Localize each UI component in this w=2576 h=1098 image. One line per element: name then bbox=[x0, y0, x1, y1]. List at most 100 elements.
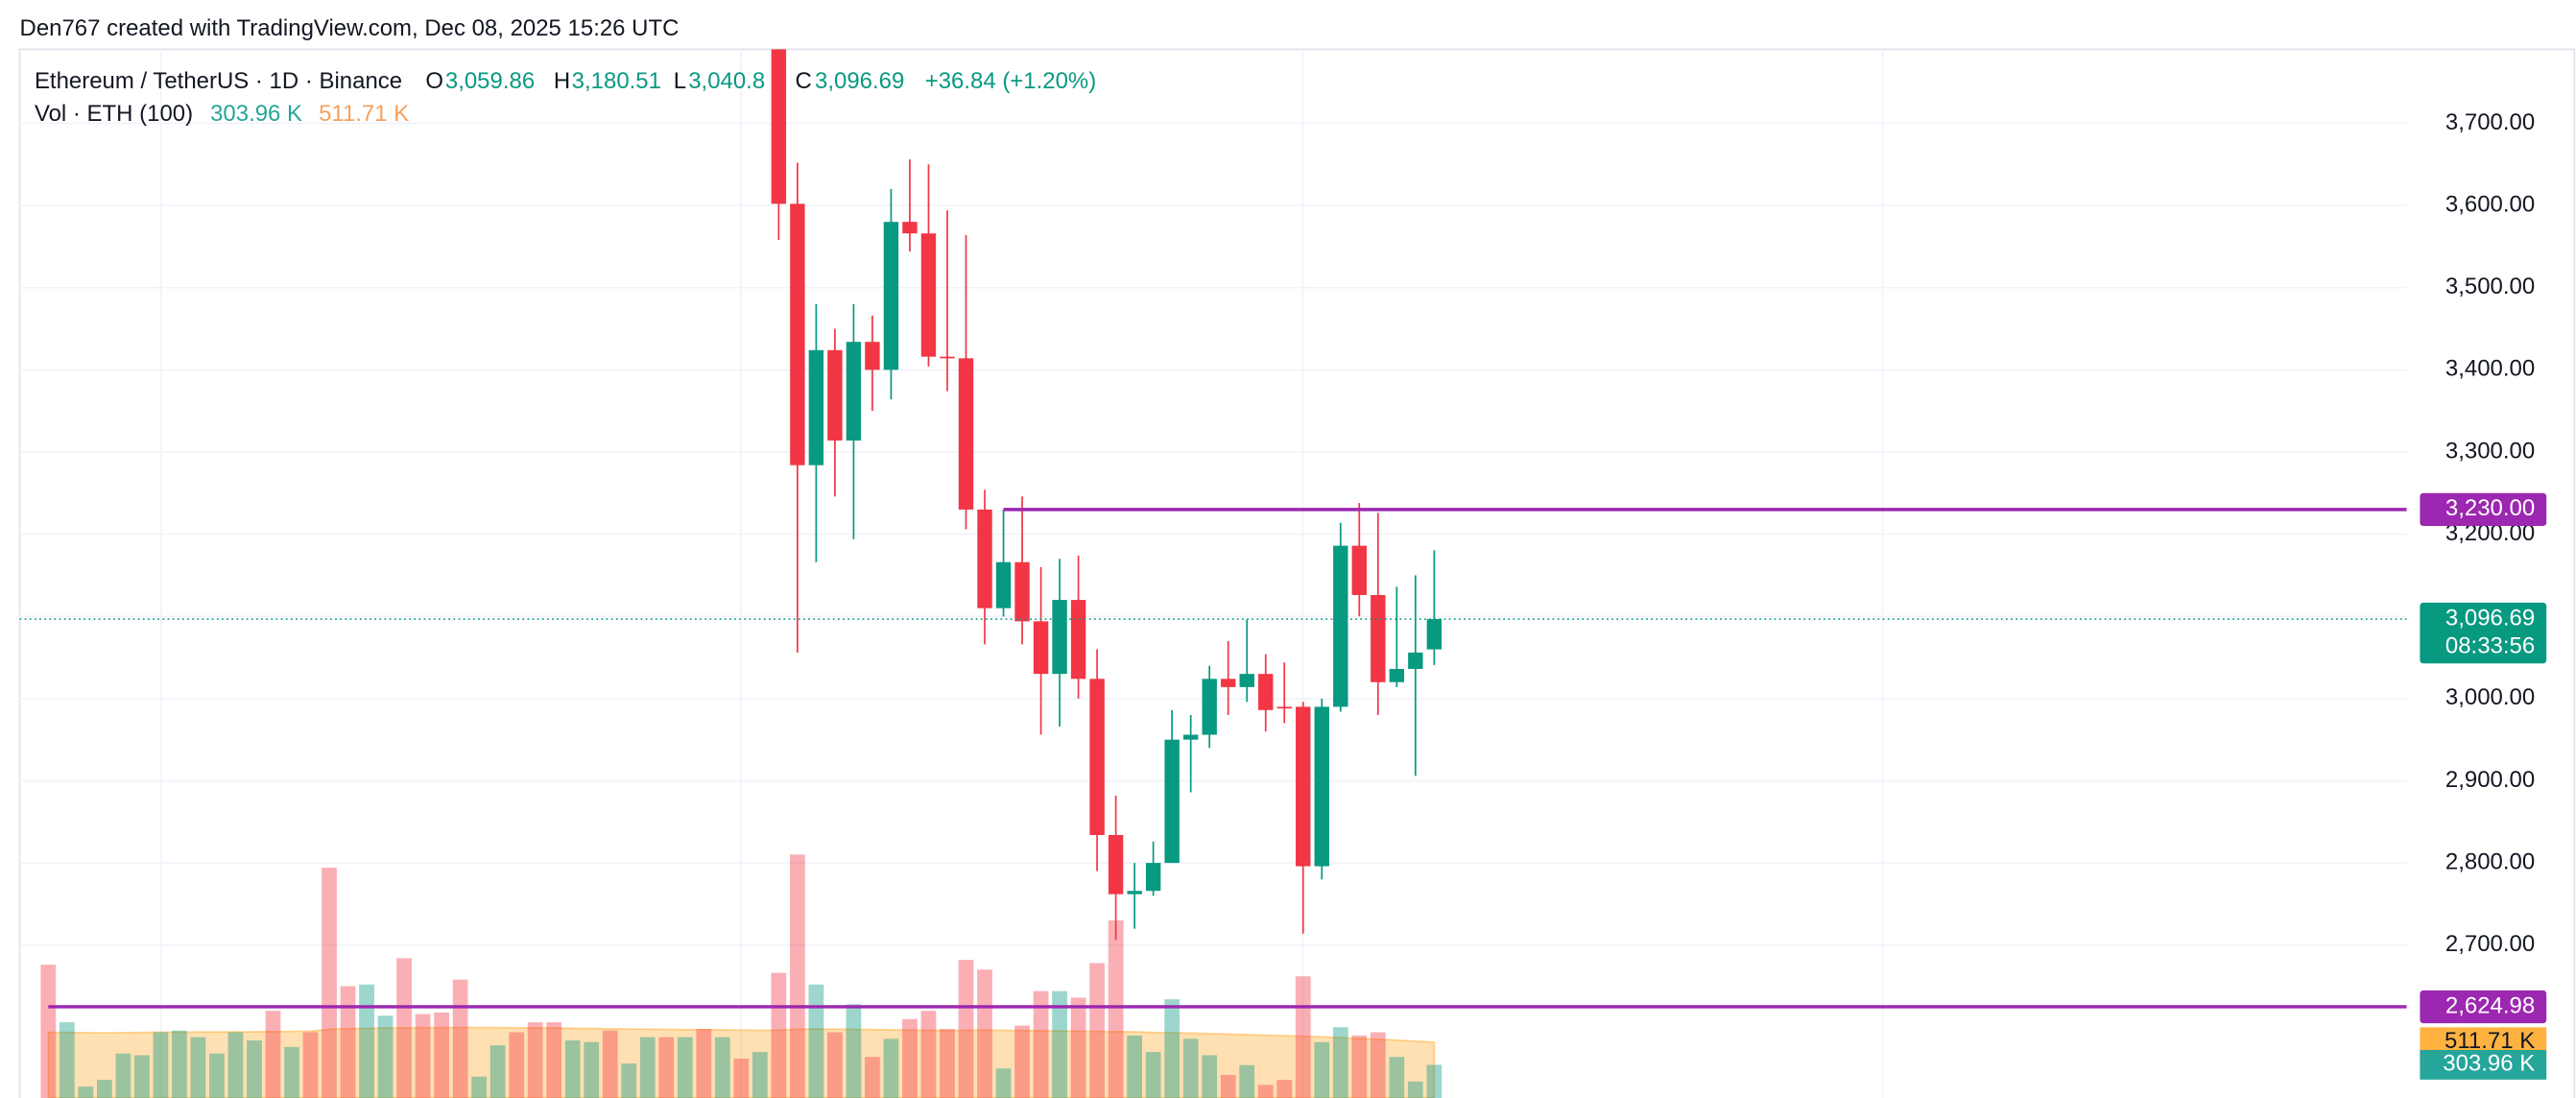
candle-body bbox=[865, 342, 880, 370]
volume-bar bbox=[302, 1032, 319, 1098]
candle-body bbox=[958, 358, 974, 510]
y-tick-label: 3,400.00 bbox=[2445, 356, 2535, 382]
volume-bar bbox=[902, 1018, 918, 1098]
volume-bar bbox=[1127, 1035, 1142, 1098]
volume-bar bbox=[96, 1080, 112, 1098]
volume-bar bbox=[714, 1037, 730, 1098]
volume-bar bbox=[1089, 963, 1105, 1098]
volume-bar bbox=[1182, 1038, 1199, 1098]
volume-bar bbox=[1351, 1035, 1368, 1098]
volume-ma-area bbox=[47, 1026, 1436, 1098]
volume-bar bbox=[359, 984, 374, 1098]
volume-bar bbox=[546, 1022, 562, 1098]
legend-change: +36.84 (+1.20%) bbox=[925, 68, 1097, 94]
volume-bar bbox=[564, 1040, 581, 1098]
volume-bar bbox=[584, 1041, 600, 1098]
candle-body bbox=[995, 561, 1012, 609]
candle-body bbox=[1258, 674, 1274, 710]
volume-bar bbox=[1145, 1051, 1161, 1098]
candle-body bbox=[1351, 545, 1367, 595]
level-label: 3,230.00 bbox=[2445, 495, 2535, 521]
candle-body bbox=[1052, 600, 1067, 675]
candle-body bbox=[1145, 863, 1161, 892]
volume-bar bbox=[265, 1011, 281, 1098]
volume-bar bbox=[434, 1012, 449, 1098]
volume-bar bbox=[340, 986, 356, 1098]
grid bbox=[19, 122, 2407, 946]
y-tick-label: 2,700.00 bbox=[2445, 931, 2535, 957]
volume-bar bbox=[940, 1029, 955, 1098]
volume-axis-label: 303.96 K bbox=[2443, 1051, 2535, 1077]
y-tick-label: 3,600.00 bbox=[2445, 191, 2535, 217]
volume-bar bbox=[1164, 999, 1181, 1098]
volume-bar bbox=[1070, 997, 1086, 1098]
volume-ma-axis-label: 511.71 K bbox=[2445, 1028, 2535, 1054]
legend-value: 3,059.86 bbox=[445, 68, 535, 94]
volume-bar bbox=[1257, 1085, 1274, 1098]
volume-bar bbox=[1108, 919, 1124, 1098]
volume-bar bbox=[1033, 991, 1049, 1098]
last-price-label: 3,096.69 bbox=[2445, 605, 2535, 631]
volume-bar bbox=[59, 1022, 75, 1098]
volume-ma-value: 511.71 K bbox=[319, 101, 409, 127]
y-tick-label: 2,900.00 bbox=[2445, 767, 2535, 793]
volume-bar bbox=[751, 1051, 768, 1098]
candle-body bbox=[1202, 679, 1217, 735]
volume-bar bbox=[1276, 1080, 1293, 1098]
volume-bar bbox=[771, 972, 787, 1098]
credit: Den767 created with TradingView.com, Dec… bbox=[20, 15, 680, 41]
volume-bar bbox=[1220, 1074, 1236, 1098]
level-badge bbox=[2420, 492, 2547, 527]
countdown-label: 08:33:56 bbox=[2445, 633, 2535, 658]
volume-bar bbox=[602, 1030, 618, 1098]
plot bbox=[19, 49, 2407, 1098]
volume-bar bbox=[865, 1057, 880, 1098]
volume-bar bbox=[677, 1037, 693, 1098]
level-label: 2,624.98 bbox=[2445, 992, 2535, 1018]
volume-bar bbox=[1370, 1032, 1386, 1098]
candle-body bbox=[1089, 679, 1105, 835]
volume-bar bbox=[920, 1011, 937, 1098]
candle-body bbox=[1333, 545, 1348, 707]
volume-bar bbox=[790, 854, 805, 1098]
legend-key: H bbox=[554, 68, 570, 94]
candle-body bbox=[1408, 652, 1423, 670]
volume-bar bbox=[209, 1053, 225, 1098]
volume-bar bbox=[377, 1015, 394, 1098]
volume-bar bbox=[846, 1004, 862, 1098]
symbol-title: Ethereum / TetherUS · 1D · Binance bbox=[35, 68, 402, 94]
candle-body bbox=[902, 222, 918, 234]
volume-bar bbox=[227, 1032, 244, 1098]
volume-bar bbox=[1426, 1064, 1443, 1098]
volume-bar bbox=[134, 1055, 150, 1098]
volume-bar bbox=[78, 1086, 94, 1098]
volume-bar bbox=[1295, 976, 1311, 1098]
chart-frame bbox=[18, 48, 2576, 1098]
candle-body bbox=[827, 349, 843, 441]
candle-body bbox=[1182, 734, 1199, 740]
volume-bar bbox=[415, 1014, 431, 1098]
y-tick-label: 3,700.00 bbox=[2445, 109, 2535, 135]
legend-key: O bbox=[425, 68, 443, 94]
candle-body bbox=[790, 203, 805, 465]
candle-body bbox=[1239, 674, 1254, 687]
volume-bar bbox=[322, 868, 337, 1098]
y-tick-label: 3,000.00 bbox=[2445, 684, 2535, 710]
volume-bar bbox=[995, 1068, 1012, 1098]
legend-value: 3,096.69 bbox=[815, 68, 904, 94]
volume-bar bbox=[639, 1037, 656, 1098]
legend-key: C bbox=[795, 68, 811, 94]
candle-body bbox=[1276, 706, 1292, 709]
volume-bar bbox=[1239, 1064, 1255, 1098]
volume-bar bbox=[658, 1037, 675, 1098]
candle-body bbox=[920, 233, 937, 357]
last-price-badge bbox=[2420, 602, 2547, 664]
candle-body bbox=[1220, 679, 1236, 687]
legend-value: 3,040.8 bbox=[688, 68, 765, 94]
candle-body bbox=[1314, 706, 1329, 867]
candle-body bbox=[771, 49, 787, 204]
volume-bar bbox=[1202, 1055, 1218, 1098]
volume-bar bbox=[1407, 1081, 1423, 1098]
